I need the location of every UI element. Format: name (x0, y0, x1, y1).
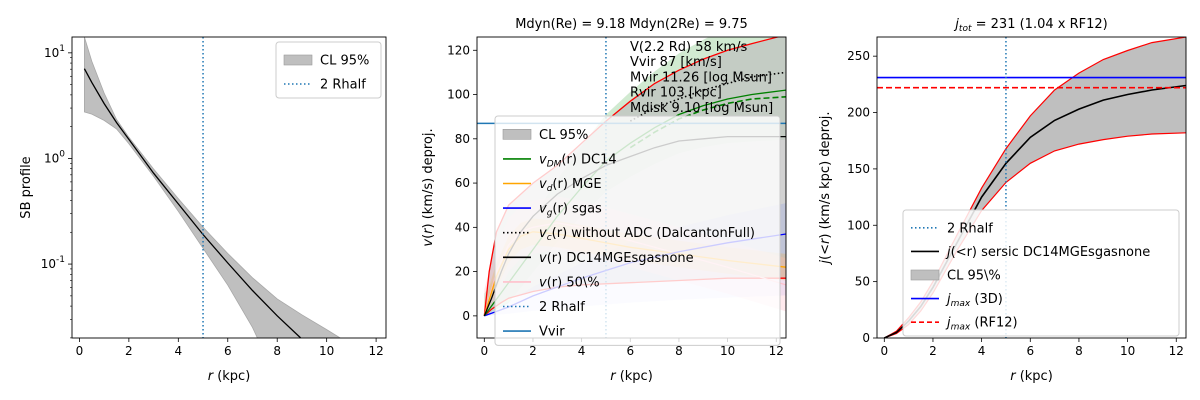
legend-label: jmax (RF12) (945, 316, 1018, 333)
x-tick-label: 8 (1075, 344, 1083, 358)
y-axis-label-3: j(<r) (km/s kpc) deproj. (818, 111, 833, 265)
y-tick-label: 0 (462, 309, 470, 323)
x-axis-label: r (kpc) (208, 369, 251, 384)
x-tick-label: 6 (626, 344, 634, 358)
x-tick-label: 8 (675, 344, 683, 358)
y-tick-label: 50 (855, 275, 870, 289)
legend-label: vg(r) sgas (539, 202, 602, 219)
y-tick-label: 20 (455, 265, 470, 279)
legend-label: jmax (3D) (945, 292, 1003, 309)
annotation: Vvir 87 [km/s] (630, 55, 722, 70)
legend-label: 2 Rhalf (320, 78, 366, 93)
x-tick-label: 0 (880, 344, 888, 358)
plot-area-1 (83, 37, 342, 338)
legend-swatch-band (283, 54, 313, 66)
legend-label: 2 Rhalf (947, 221, 993, 236)
y-tick-label: 80 (455, 132, 470, 146)
x-tick-label: 12 (1169, 344, 1184, 358)
y-tick-label: 200 (847, 106, 870, 120)
legend-label: vd(r) MGE (539, 177, 602, 194)
y-tick-label: 10-1 (41, 255, 65, 271)
x-tick-label: 8 (273, 344, 281, 358)
x-tick-label: 0 (480, 344, 488, 358)
y-tick-label: 0 (862, 331, 870, 345)
legend-label: vDM(r) DC14 (539, 152, 617, 169)
x-tick-label: 10 (1120, 344, 1135, 358)
y-tick-label: 100 (44, 149, 65, 165)
y-tick-label: 101 (44, 44, 65, 60)
y-axis-label-2: v(r) (km/s) deproj. (421, 128, 436, 246)
x-tick-label: 2 (929, 344, 937, 358)
x-tick-label: 0 (76, 344, 84, 358)
legend-swatch-band (502, 129, 532, 140)
y-tick-label: 120 (447, 43, 470, 57)
annotation: V(2.2 Rd) 58 km/s (630, 40, 748, 55)
x-axis-label: r (kpc) (610, 369, 653, 384)
axes-3: 0 2 4 6 8 10 12 0 50 100 150 200 250 r (kpc) (847, 36, 1187, 384)
axes-frame (71, 36, 387, 339)
legend-frame (902, 209, 1180, 337)
axes-frame (876, 36, 1187, 339)
x-tick-label: 2 (125, 344, 133, 358)
x-tick-label: 4 (578, 344, 586, 358)
y-tick-label: 250 (847, 49, 870, 63)
y-tick-label: 150 (847, 162, 870, 176)
legend-label: v(r) 50\% (539, 275, 600, 290)
legend-label: v(r) DC14MGEsgasnone (539, 251, 694, 266)
x-tick-label: 2 (529, 344, 537, 358)
chart-title-2: Mdyn(Re) = 9.18 Mdyn(2Re) = 9.75 (515, 17, 748, 32)
chart-title-3: jtot = 231 (1.04 x RF12) (953, 17, 1107, 34)
y-tick-label: 100 (447, 88, 470, 102)
legend-label: CL 95% (320, 54, 369, 69)
legend-label: 2 Rhalf (539, 300, 585, 315)
x-tick-label: 6 (224, 344, 232, 358)
x-tick-label: 12 (368, 344, 383, 358)
legend-swatch-band (910, 269, 940, 281)
legend-1: CL 95% 2 Rhalf (275, 41, 382, 99)
x-tick-label: 6 (1026, 344, 1034, 358)
annotation: Mvir 11.26 [log Msun] (630, 70, 772, 85)
axes-1: 0 2 4 6 8 10 12 10-1 100 101 r (kpc) (41, 36, 387, 384)
x-tick-label: 12 (769, 344, 784, 358)
legend-label: j(<r) sersic DC14MGEsgasnone (945, 245, 1150, 260)
x-tick-label: 4 (978, 344, 986, 358)
x-tick-label: 10 (720, 344, 735, 358)
y-axis-label-1: SB profile (19, 156, 34, 218)
legend-frame (494, 115, 781, 346)
x-tick-label: 4 (174, 344, 182, 358)
x-axis-label: r (kpc) (1010, 369, 1053, 384)
annotation: Mdisk 9.10 [log Msun] (630, 101, 773, 116)
legend-label: vc(r) without ADC (DalcantonFull) (539, 226, 755, 243)
ci-band (84, 37, 342, 338)
y-tick-label: 40 (455, 220, 470, 234)
legend-label: Vvir (539, 325, 565, 340)
y-tick-label: 100 (847, 218, 870, 232)
median-line (83, 68, 302, 338)
ci-band (884, 37, 1186, 338)
legend-label: CL 95\% (947, 269, 1001, 284)
x-tick-label: 10 (319, 344, 334, 358)
legend-label: CL 95% (539, 128, 588, 143)
annotation: Rvir 103 [kpc] (630, 86, 722, 101)
legend-2: CL 95% vDM(r) DC14 vd(r) MGE vg(r) sgas vc(r… (494, 115, 781, 346)
y-tick-label: 60 (455, 176, 470, 190)
legend-3: 2 Rhalf j(<r) sersic DC14MGEsgasnone CL 95… (902, 209, 1180, 337)
